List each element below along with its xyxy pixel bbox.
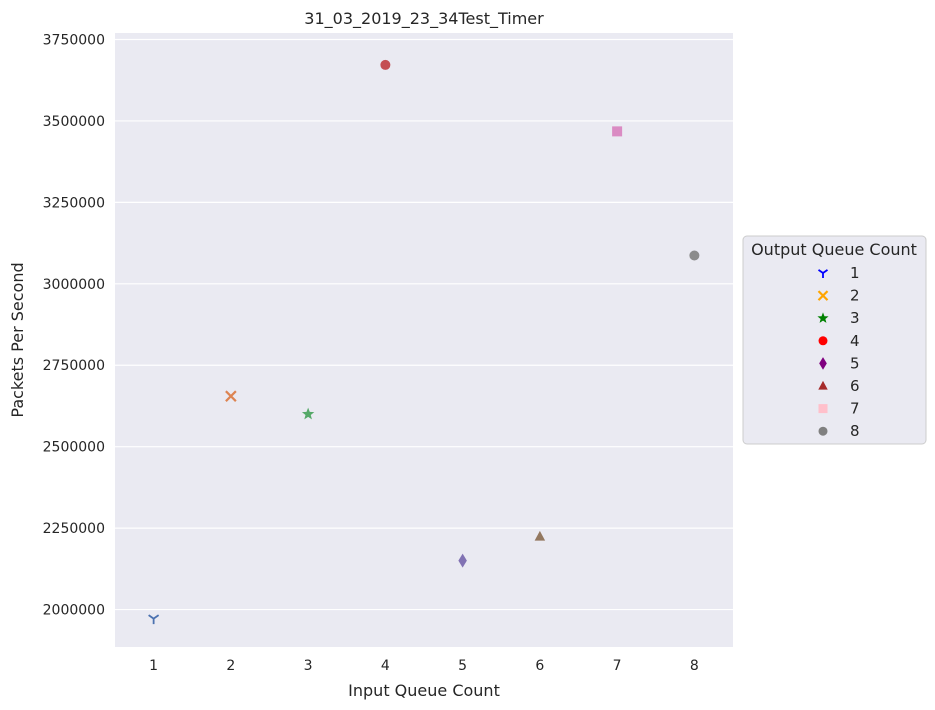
data-point-2 xyxy=(225,390,237,402)
legend-marker-1 xyxy=(817,269,829,278)
data-points xyxy=(148,59,700,625)
data-point-5 xyxy=(458,553,467,568)
legend-marker-5 xyxy=(819,357,827,370)
legend-label-7: 7 xyxy=(850,400,860,418)
data-point-4 xyxy=(380,59,391,70)
legend-label-1: 1 xyxy=(850,264,860,282)
data-point-6 xyxy=(534,530,546,541)
data-point-3 xyxy=(301,407,315,420)
y-tick-label: 3750000 xyxy=(43,33,105,49)
legend-label-6: 6 xyxy=(850,377,860,395)
x-tick-label: 5 xyxy=(458,658,467,674)
legend-marker-3 xyxy=(817,312,829,323)
legend: Output Queue Count 1 2 3 4 5 6 7 8 xyxy=(742,235,927,445)
data-point-8 xyxy=(689,250,700,261)
y-axis-ticks: 2000000 2250000 2500000 2750000 3000000 32500… xyxy=(43,33,105,619)
legend-marker-8 xyxy=(818,426,828,436)
legend-label-8: 8 xyxy=(850,422,860,440)
data-point-1 xyxy=(148,614,160,625)
chart-title: 31_03_2019_23_34Test_Timer xyxy=(304,9,544,29)
legend-items: 1 2 3 4 5 6 7 8 xyxy=(817,264,860,440)
y-tick-label: 2500000 xyxy=(43,440,105,456)
y-tick-label: 3500000 xyxy=(43,114,105,130)
y-tick-label: 2750000 xyxy=(43,358,105,374)
y-tick-label: 3000000 xyxy=(43,277,105,293)
x-tick-label: 6 xyxy=(535,658,544,674)
y-tick-label: 2250000 xyxy=(43,521,105,537)
x-tick-label: 7 xyxy=(613,658,622,674)
x-tick-label: 3 xyxy=(304,658,313,674)
legend-label-5: 5 xyxy=(850,354,860,372)
legend-title: Output Queue Count xyxy=(751,240,917,259)
legend-marker-4 xyxy=(818,336,828,346)
y-tick-label: 3250000 xyxy=(43,195,105,211)
legend-marker-7 xyxy=(818,404,828,414)
data-point-7 xyxy=(612,126,623,137)
x-tick-label: 1 xyxy=(149,658,158,674)
legend-label-2: 2 xyxy=(850,287,860,305)
legend-marker-2 xyxy=(817,290,829,301)
x-tick-label: 4 xyxy=(381,658,390,674)
y-axis-title: Packets Per Second xyxy=(8,262,27,417)
x-tick-label: 2 xyxy=(226,658,235,674)
y-tick-label: 2000000 xyxy=(43,603,105,619)
plot-area xyxy=(115,33,733,647)
legend-label-3: 3 xyxy=(850,309,860,327)
legend-marker-6 xyxy=(818,380,828,390)
x-tick-label: 8 xyxy=(690,658,699,674)
x-axis-title: Input Queue Count xyxy=(348,681,500,700)
x-axis-ticks: 1 2 3 4 5 6 7 8 xyxy=(149,658,699,674)
legend-label-4: 4 xyxy=(850,332,860,350)
legend-box xyxy=(742,235,927,445)
gridlines xyxy=(115,38,733,611)
